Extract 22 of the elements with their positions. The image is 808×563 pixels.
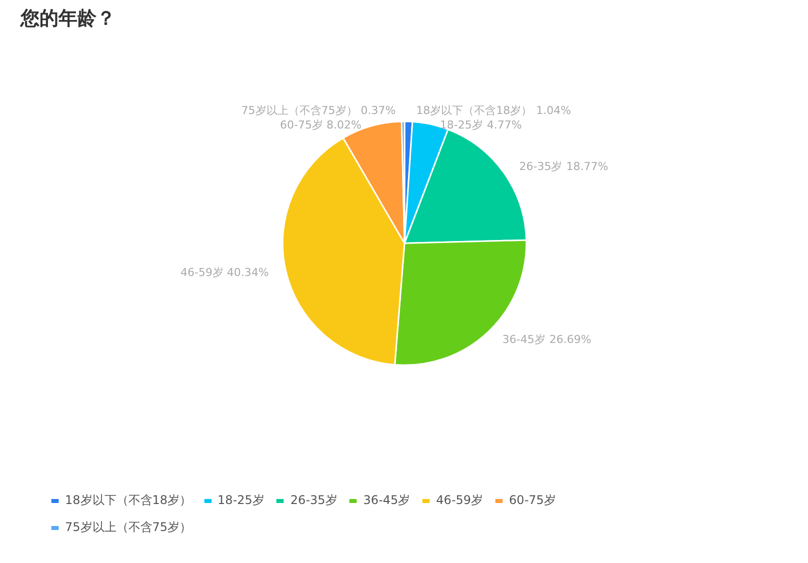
slice-label: 18-25岁	[440, 118, 483, 132]
slice-label: 26-35岁	[519, 160, 562, 174]
legend-label: 18岁以下（不含18岁）	[65, 492, 192, 509]
data-label: 26.69%	[549, 333, 592, 346]
data-label: 40.34%	[226, 266, 269, 280]
slice-label: 46-59岁	[180, 266, 224, 280]
data-label: 4.77%	[486, 118, 522, 132]
legend-label: 46-59岁	[436, 492, 484, 509]
legend-label: 26-35岁	[290, 492, 338, 509]
slice-label: 36-45岁	[502, 333, 546, 346]
legend-label: 18-25岁	[218, 492, 264, 509]
legend-label: 36-45岁	[363, 492, 410, 509]
data-label: 0.37%	[360, 104, 396, 118]
legend-label: 75岁以上（不含75岁）	[65, 519, 192, 536]
data-label: 18.77%	[566, 160, 608, 174]
slice-label: 18岁以下（不含18岁）	[416, 104, 532, 118]
slice-label: 60-75岁	[280, 118, 324, 132]
data-label: 8.02%	[326, 118, 362, 132]
data-label: 1.04%	[536, 104, 572, 118]
legend-label: 60-75岁	[509, 492, 556, 509]
slice-label: 75岁以上（不含75岁）	[241, 104, 358, 118]
chart-title: 您的年龄？	[20, 8, 116, 30]
